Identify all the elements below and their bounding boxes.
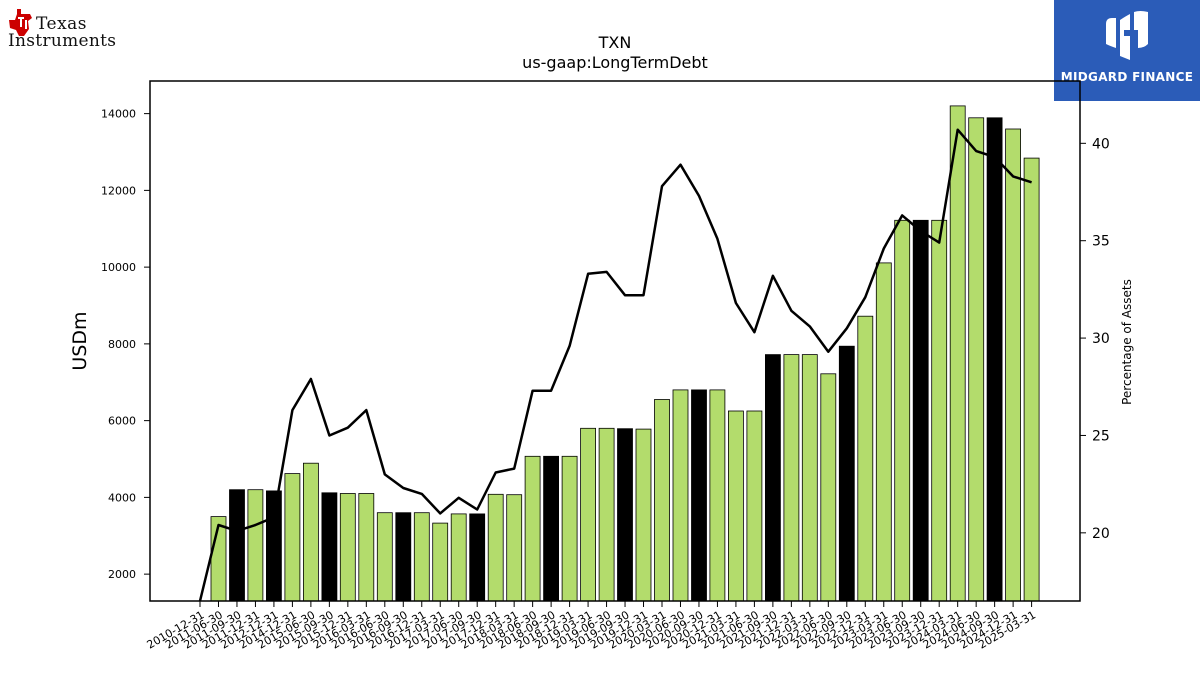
percentage-line xyxy=(198,128,1032,602)
line-series-layer xyxy=(198,128,1032,602)
bar-series xyxy=(210,105,1040,602)
y2-tick-label: 25 xyxy=(1092,428,1110,444)
bar-2021-06-30 xyxy=(746,410,763,602)
bar-2011-12-31 xyxy=(247,489,264,602)
bar-2016-03-31 xyxy=(358,493,375,602)
y2-axis-label: Percentage of Assets xyxy=(1120,279,1134,405)
y-tick-label: 2000 xyxy=(108,568,136,581)
y2-tick-label: 30 xyxy=(1092,331,1110,347)
y-tick-label: 4000 xyxy=(108,491,136,504)
bar-2022-06-30 xyxy=(820,373,837,602)
bar-2019-03-31 xyxy=(580,427,596,602)
bar-2019-12-31 xyxy=(635,428,652,602)
y-tick-label: 8000 xyxy=(108,338,136,351)
ti-chip-icon xyxy=(9,9,32,36)
bar-2024-06-30 xyxy=(968,117,985,602)
y-axis-right: 20 25 30 35 40 xyxy=(1080,136,1110,542)
bar-2017-06-30 xyxy=(450,513,467,602)
bar-2020-12-31 xyxy=(709,389,726,602)
y2-tick-label: 35 xyxy=(1092,234,1110,250)
bar-2023-03-31 xyxy=(875,262,892,602)
bar-2024-03-31 xyxy=(949,105,966,602)
bar-2016-09-30 xyxy=(395,512,412,602)
sponsor-name: MIDGARD FINANCE xyxy=(1060,70,1194,84)
chart-title: TXN xyxy=(598,33,632,52)
midgard-emblem-icon xyxy=(1106,11,1148,60)
bar-2021-12-31 xyxy=(783,354,800,602)
y-tick-label: 10000 xyxy=(101,261,136,274)
bar-2023-09-30 xyxy=(912,219,929,602)
bar-2018-09-30 xyxy=(543,455,559,602)
bar-2024-09-30 xyxy=(986,117,1003,602)
y2-tick-label: 20 xyxy=(1092,526,1110,542)
bar-2015-09-30 xyxy=(321,492,338,602)
chart-subtitle: us-gaap:LongTermDebt xyxy=(522,53,708,72)
bar-2023-12-31 xyxy=(931,219,948,602)
bar-2017-09-30 xyxy=(469,513,486,602)
bar-2011-09-30 xyxy=(229,489,245,602)
y-axis-left: 2000 4000 6000 8000 10000 12000 14000 xyxy=(101,108,150,581)
ti-wordmark-line1: Texas xyxy=(36,14,88,34)
x-axis: 2010-12-312011-06-302011-09-302011-12-31… xyxy=(145,601,1038,652)
bar-2018-06-30 xyxy=(524,455,541,602)
bar-2016-06-30 xyxy=(376,512,393,602)
bar-2024-12-31 xyxy=(1005,128,1021,602)
bar-2019-09-30 xyxy=(617,428,633,602)
plot-frame xyxy=(149,80,1081,602)
bar-2017-03-31 xyxy=(432,522,449,602)
bar-2012-12-31 xyxy=(265,490,282,602)
bar-2019-06-30 xyxy=(598,427,615,602)
y2-tick-label: 40 xyxy=(1092,136,1110,152)
bar-2015-12-31 xyxy=(339,493,356,602)
y-axis-label: USDm xyxy=(69,311,91,370)
ti-wordmark-line2: Instruments xyxy=(8,31,117,51)
bar-2022-09-30 xyxy=(838,345,855,602)
bar-2018-03-31 xyxy=(506,494,523,602)
bar-2018-12-31 xyxy=(561,455,578,602)
bar-2015-06-30 xyxy=(302,462,319,602)
bar-2022-12-31 xyxy=(857,315,874,602)
bar-2025-03-31 xyxy=(1023,157,1040,602)
bar-2021-09-30 xyxy=(765,354,781,602)
bar-2020-09-30 xyxy=(691,389,707,602)
texas-instruments-logo: Texas Instruments xyxy=(8,6,143,54)
y-tick-label: 6000 xyxy=(108,415,136,428)
bar-2021-03-31 xyxy=(728,410,744,602)
bar-2020-06-30 xyxy=(672,389,689,602)
midgard-finance-logo: MIDGARD FINANCE xyxy=(1054,0,1200,101)
bar-2017-12-31 xyxy=(487,493,504,602)
y-tick-label: 12000 xyxy=(101,184,136,197)
bar-2020-03-31 xyxy=(654,399,670,602)
bar-2022-03-31 xyxy=(801,354,818,602)
y-tick-label: 14000 xyxy=(101,108,136,121)
bar-2016-12-31 xyxy=(413,512,430,602)
bar-2014-12-31 xyxy=(284,473,301,602)
bar-2023-06-30 xyxy=(894,219,911,602)
